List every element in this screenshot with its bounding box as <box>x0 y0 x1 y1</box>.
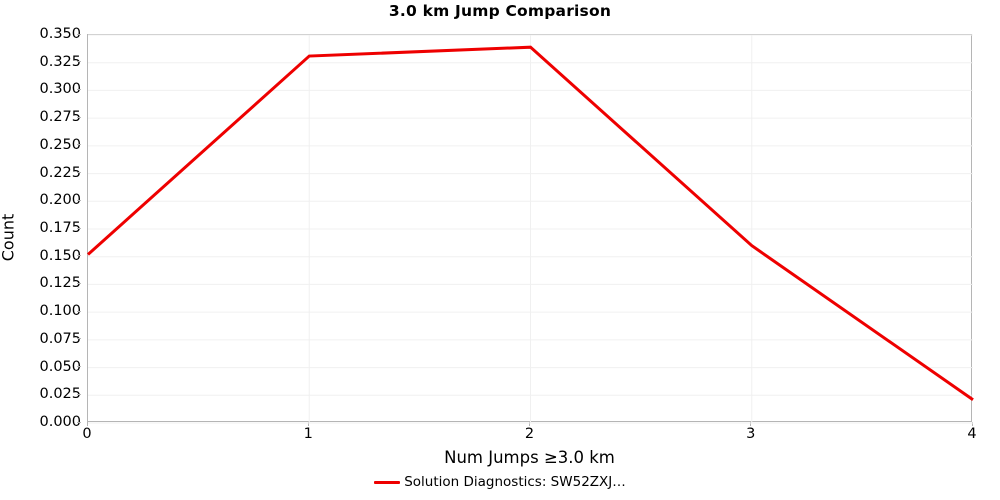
y-axis-tick-mark <box>77 88 81 90</box>
x-axis-tick-mark <box>307 422 309 426</box>
plot-area <box>86 34 974 424</box>
y-axis-tick-label: 0.150 <box>39 247 81 264</box>
x-axis-tick-label: 2 <box>524 426 535 442</box>
y-axis-tick-mark <box>77 116 81 118</box>
y-axis-tick-mark <box>77 227 81 229</box>
y-axis-tick-label: 0.050 <box>39 358 81 375</box>
x-axis-tick-label: 0 <box>82 426 92 442</box>
y-axis-tick-label: 0.000 <box>39 413 81 430</box>
y-axis-tick-mark <box>77 172 81 174</box>
y-axis-tick-mark <box>77 144 81 146</box>
y-axis-tick-label: 0.300 <box>39 81 81 98</box>
y-axis-tick-label: 0.325 <box>39 53 81 70</box>
x-axis-tick-mark <box>750 422 752 426</box>
y-axis-tick-mark <box>77 61 81 63</box>
legend-line-swatch <box>374 481 401 485</box>
y-axis-tick-mark <box>77 33 81 35</box>
y-axis-tick-label: 0.125 <box>39 275 81 292</box>
y-axis-tick-label: 0.100 <box>39 302 81 319</box>
y-axis-tick-mark <box>77 255 81 257</box>
chart-legend: Solution Diagnostics: SW52ZXJ… <box>0 474 1000 490</box>
data-series-layer <box>86 45 974 401</box>
x-axis-tick-labels: 0 1 2 3 4 <box>82 422 977 447</box>
y-axis-tick-label: 0.025 <box>39 386 81 403</box>
x-axis-tick-mark <box>529 422 530 426</box>
y-axis-title: Count <box>0 213 18 262</box>
legend-entry[interactable]: Solution Diagnostics: SW52ZXJ… <box>374 474 626 490</box>
x-axis-tick-mark <box>86 422 88 426</box>
y-axis-tick-label: 0.200 <box>39 192 81 209</box>
y-axis-tick-mark <box>77 310 81 312</box>
x-axis-tick-mark <box>971 422 973 426</box>
y-axis-tick-label: 0.250 <box>39 136 81 153</box>
y-axis-tick-mark <box>77 199 81 201</box>
y-axis-tick-mark <box>77 421 81 423</box>
y-axis-tick-label: 0.075 <box>39 330 81 347</box>
y-axis-tick-label: 0.225 <box>39 164 81 181</box>
y-axis-tick-labels: 0.000 0.025 0.050 0.075 0.100 0.125 0.150 0.175… <box>8 27 81 429</box>
x-axis-tick-label: 3 <box>746 426 756 442</box>
x-axis-title: Num Jumps ≥3.0 km <box>444 448 615 467</box>
x-axis-tick-label: 1 <box>303 426 313 442</box>
y-axis-tick-label: 0.175 <box>39 219 81 236</box>
y-axis-tick-mark <box>77 282 81 284</box>
y-axis-tick-mark <box>77 338 81 340</box>
y-axis-tick-mark <box>77 393 81 395</box>
chart-title: 3.0 km Jump Comparison <box>388 2 612 20</box>
y-axis-tick-label: 0.275 <box>39 108 81 125</box>
legend-label: Solution Diagnostics: SW52ZXJ… <box>404 474 626 490</box>
series-line <box>86 45 974 401</box>
grid-lines <box>88 34 973 424</box>
y-axis-tick-label: 0.350 <box>39 25 81 42</box>
y-axis-tick-mark <box>77 366 81 368</box>
x-axis-tick-label: 4 <box>967 426 977 442</box>
